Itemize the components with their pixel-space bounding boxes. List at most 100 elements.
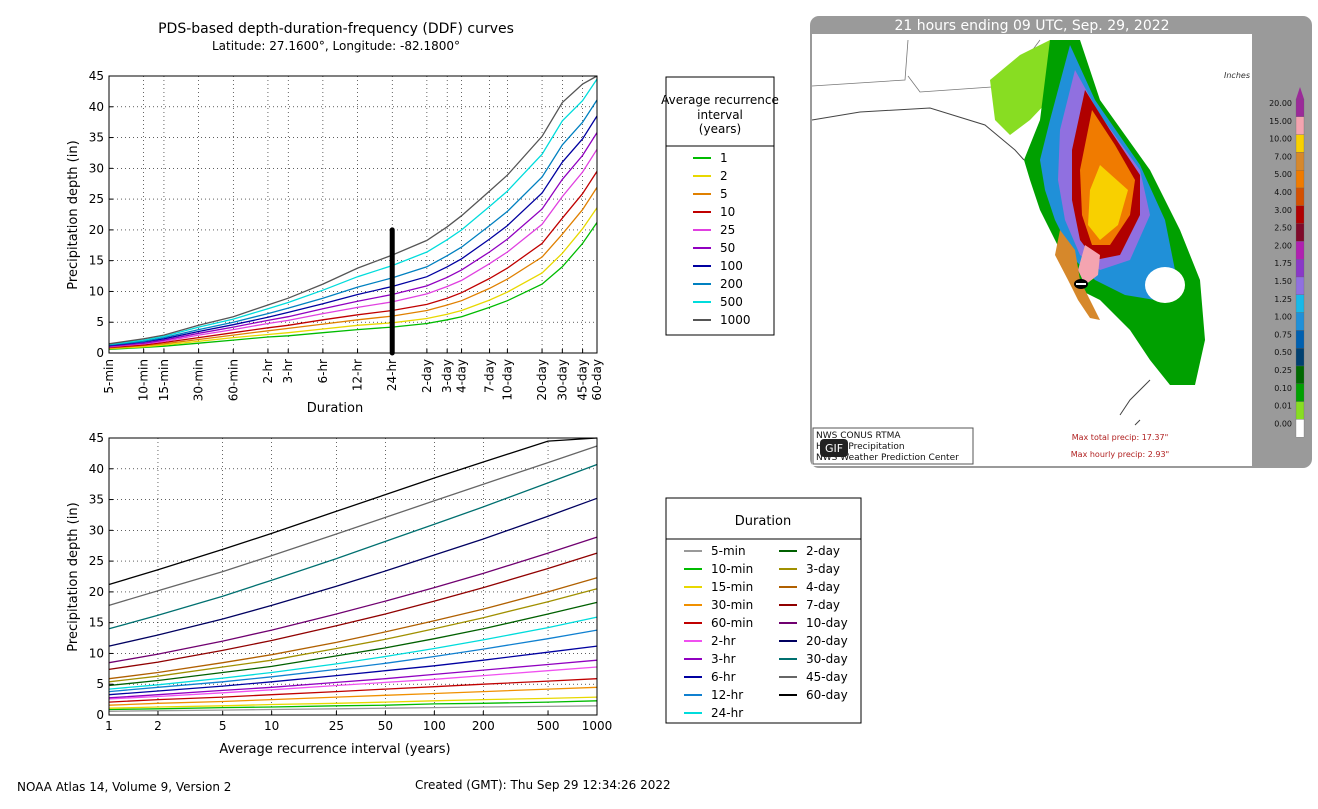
scale-swatch <box>1295 170 1305 189</box>
legend-duration-label: 45-day <box>806 670 848 684</box>
gif-badge[interactable] <box>820 439 848 457</box>
top-y-tick-label: 5 <box>96 315 104 329</box>
gif-badge-label: GIF <box>825 442 843 455</box>
bottom-x-tick-label: 2 <box>154 719 162 733</box>
location-marker-center <box>1076 283 1086 285</box>
top-x-tick-label: 30-min <box>192 359 206 401</box>
scale-swatch <box>1295 401 1305 420</box>
top-y-tick-label: 25 <box>89 192 104 206</box>
top-x-tick-label: 3-day <box>440 359 454 393</box>
top-x-tick-label: 30-day <box>555 359 569 401</box>
top-x-tick-label: 60-day <box>590 359 604 401</box>
bottom-series-line-20-day <box>108 497 598 647</box>
bottom-y-tick-label: 45 <box>89 431 104 445</box>
top-x-tick-label: 7-day <box>483 359 497 393</box>
legend-ari-label: 25 <box>720 223 735 237</box>
scale-label: 0.10 <box>1274 384 1292 393</box>
scale-swatch <box>1295 98 1305 117</box>
bottom-y-tick-label: 5 <box>96 677 104 691</box>
top-x-tick-label: 60-min <box>226 359 240 401</box>
scale-swatch <box>1295 348 1305 367</box>
legend-duration-label: 3-hr <box>711 652 736 666</box>
legend-duration-label: 60-min <box>711 616 753 630</box>
scale-label: 20.00 <box>1269 99 1292 108</box>
bottom-series-line-60-day <box>108 437 598 586</box>
precip-pink <box>1078 245 1100 285</box>
legend-duration-title: Duration <box>735 514 791 529</box>
top-x-tick-label: 24-hr <box>385 359 399 391</box>
bottom-x-tick-label: 200 <box>472 719 495 733</box>
scale-label: 2.50 <box>1274 224 1292 233</box>
scale-label: 1.00 <box>1274 313 1292 322</box>
bottom-series-line-45-day <box>108 445 598 607</box>
scale-top-arrow <box>1296 87 1304 99</box>
bottom-y-tick-label: 10 <box>89 646 104 660</box>
bottom-series-line-30-day <box>108 463 598 630</box>
legend-duration-label: 20-day <box>806 634 848 648</box>
chart-title: PDS-based depth-duration-frequency (DDF)… <box>158 21 514 37</box>
bottom-series-line-2-hr <box>108 666 598 700</box>
scale-swatch <box>1295 330 1305 349</box>
legend-ari-label: 2 <box>720 169 728 183</box>
bottom-series-line-5-min <box>108 705 598 712</box>
scale-swatch <box>1295 187 1305 206</box>
ddf-duration-chart: 0 5 10 15 20 25 30 35 40 45 5-min 10-min 15-min 30-m… <box>66 69 604 416</box>
legend-ari-label: 100 <box>720 259 743 273</box>
scale-swatch <box>1295 365 1305 384</box>
top-plot-area <box>109 76 597 353</box>
top-y-tick-label: 40 <box>89 100 104 114</box>
chart-subtitle: Latitude: 27.1600°, Longitude: -82.1800° <box>212 39 460 53</box>
bottom-x-tick-label: 25 <box>329 719 344 733</box>
scale-swatch <box>1295 259 1305 278</box>
bottom-x-tick-label: 50 <box>378 719 393 733</box>
top-y-axis-label: Precipitation depth (in) <box>66 140 81 289</box>
scale-label: 5.00 <box>1274 170 1292 179</box>
top-y-tick-label: 10 <box>89 284 104 298</box>
bottom-y-tick-label: 0 <box>96 708 104 722</box>
bottom-y-tick-label: 30 <box>89 523 104 537</box>
scale-swatch <box>1295 294 1305 313</box>
scale-label: 3.00 <box>1274 206 1292 215</box>
bottom-series-line-30-min <box>108 686 598 706</box>
bottom-x-tick-label: 1 <box>105 719 113 733</box>
legend-duration-label: 30-min <box>711 598 753 612</box>
legend-duration-label: 2-hr <box>711 634 736 648</box>
legend-ari-label: 500 <box>720 295 743 309</box>
scale-label: 0.01 <box>1274 402 1292 411</box>
bottom-series-line-10-min <box>108 700 598 711</box>
bottom-x-tick-label: 100 <box>423 719 446 733</box>
top-x-tick-label: 10-day <box>500 359 514 401</box>
top-x-tick-label: 20-day <box>535 359 549 401</box>
top-x-tick-label: 4-day <box>455 359 469 393</box>
legend-duration-label: 6-hr <box>711 670 736 684</box>
top-y-tick-label: 0 <box>96 346 104 360</box>
legend-duration-label: 10-min <box>711 562 753 576</box>
legend-ari-title-2: interval <box>697 108 743 122</box>
bottom-x-ticks: 1 2 5 10 25 50 100 200 500 1000 <box>105 711 612 733</box>
bottom-series-line-2-day <box>108 601 598 687</box>
bottom-series-line-15-min <box>108 696 598 709</box>
bottom-y-tick-label: 40 <box>89 462 104 476</box>
top-plot-frame <box>108 75 598 354</box>
map-title: 21 hours ending 09 UTC, Sep. 29, 2022 <box>894 18 1169 34</box>
scale-label: 1.75 <box>1274 259 1292 268</box>
map-source-line-2: Hourly Precipitation <box>816 442 905 452</box>
precip-gulf-coast-band <box>1055 230 1100 320</box>
lake-okeechobee <box>1145 267 1185 303</box>
legend-duration-label: 4-day <box>806 580 840 594</box>
legend-duration: Duration 5-min 10-min 15-min 30-min 60-min 2-… <box>665 497 862 724</box>
bottom-y-ticks: 0 5 10 15 20 25 30 35 40 45 <box>89 431 113 722</box>
map-source-line-3: NWS Weather Prediction Center <box>816 453 959 463</box>
scale-swatch <box>1295 276 1305 295</box>
scale-swatch <box>1295 383 1305 402</box>
legend-ari-label: 10 <box>720 205 735 219</box>
scale-label: 10.00 <box>1269 135 1292 144</box>
top-x-tick-label: 45-day <box>576 359 590 401</box>
legend-duration-box <box>665 497 862 724</box>
bottom-x-tick-label: 1000 <box>582 719 613 733</box>
scale-label: 0.75 <box>1274 330 1292 339</box>
precip-map-panel: 21 hours ending 09 UTC, Sep. 29, 2022 In… <box>810 16 1312 468</box>
legend-ari-title-3: (years) <box>699 122 741 136</box>
bottom-x-tick-label: 10 <box>264 719 279 733</box>
